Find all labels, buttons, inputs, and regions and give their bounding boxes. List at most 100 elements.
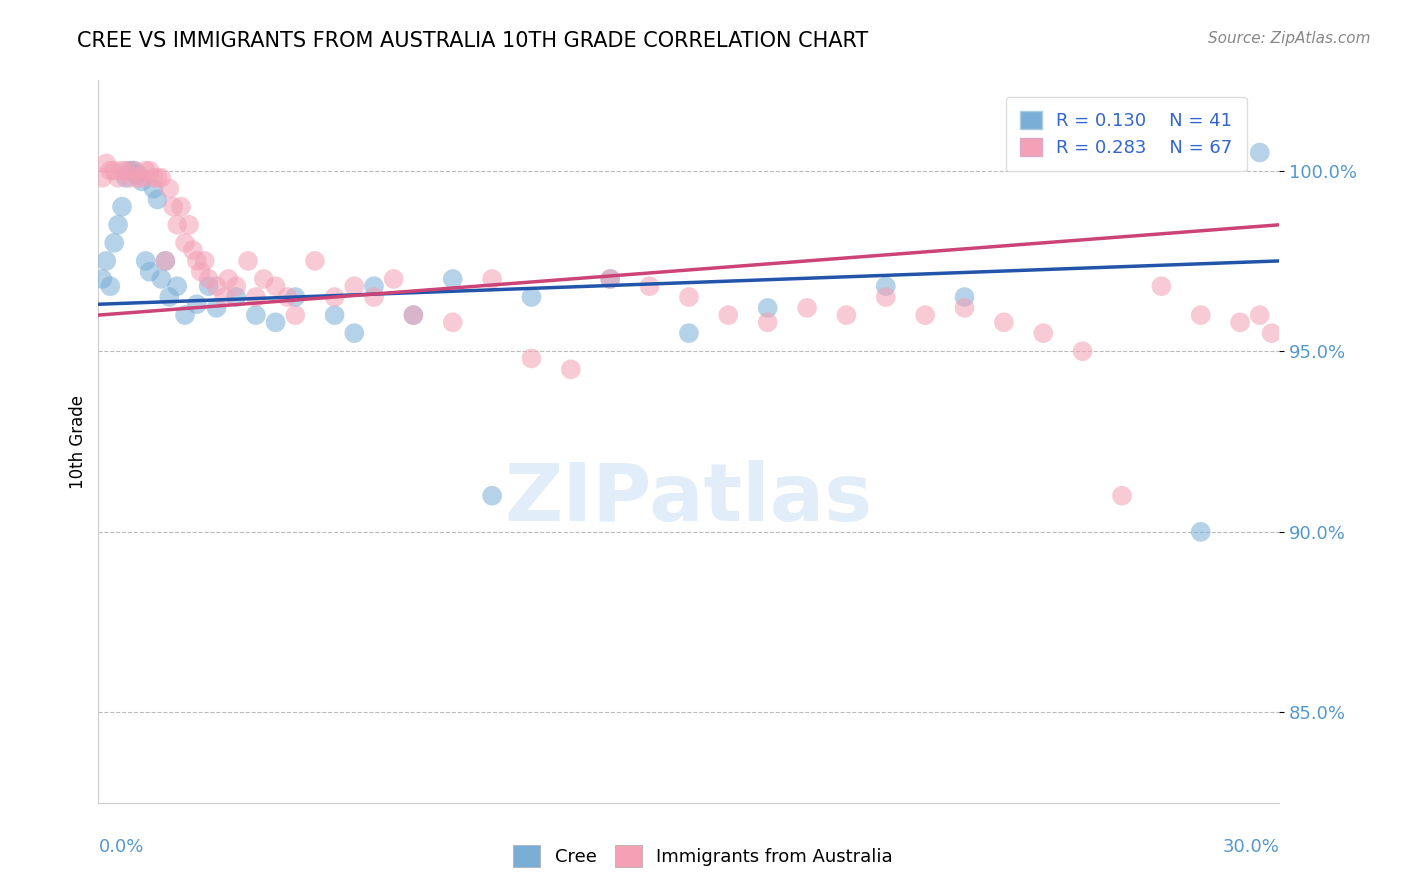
Point [225, 279, 247, 293]
Point [146, 170, 169, 185]
Point [194, 253, 217, 268]
Point [264, 279, 287, 293]
Point [1189, 524, 1212, 539]
Point [115, 163, 138, 178]
Point [323, 290, 346, 304]
Point [157, 290, 180, 304]
Point [441, 315, 464, 329]
Point [177, 218, 200, 232]
Point [157, 181, 180, 195]
Point [402, 308, 425, 322]
Point [150, 272, 173, 286]
Point [146, 193, 169, 207]
Point [1229, 315, 1251, 329]
Point [835, 308, 858, 322]
Point [155, 253, 177, 268]
Point [284, 290, 307, 304]
Point [91, 272, 114, 286]
Point [236, 253, 259, 268]
Point [323, 308, 346, 322]
Point [382, 272, 405, 286]
Point [678, 290, 700, 304]
Point [276, 290, 298, 304]
Point [304, 253, 326, 268]
Point [142, 181, 165, 195]
Point [98, 279, 121, 293]
Point [135, 163, 157, 178]
Point [343, 279, 366, 293]
Point [186, 297, 208, 311]
Point [142, 170, 165, 185]
Point [122, 163, 145, 178]
Point [599, 272, 621, 286]
Point [245, 290, 267, 304]
Point [96, 253, 118, 268]
Point [197, 272, 219, 286]
Point [205, 279, 228, 293]
Point [91, 170, 114, 185]
Point [166, 218, 188, 232]
Point [363, 279, 385, 293]
Point [756, 315, 779, 329]
Point [253, 272, 276, 286]
Point [107, 218, 129, 232]
Point [155, 253, 177, 268]
Point [122, 163, 145, 178]
Point [186, 253, 208, 268]
Point [190, 265, 212, 279]
Point [520, 351, 543, 366]
Point [402, 308, 425, 322]
Point [138, 265, 160, 279]
Point [174, 235, 197, 250]
Text: Source: ZipAtlas.com: Source: ZipAtlas.com [1208, 31, 1371, 46]
Point [138, 163, 160, 178]
Point [170, 200, 193, 214]
Point [1111, 489, 1133, 503]
Point [181, 243, 204, 257]
Point [441, 272, 464, 286]
Point [131, 174, 153, 188]
Point [678, 326, 700, 340]
Point [756, 301, 779, 315]
Point [174, 308, 197, 322]
Point [197, 279, 219, 293]
Point [1032, 326, 1054, 340]
Point [264, 315, 287, 329]
Text: 0.0%: 0.0% [98, 838, 143, 856]
Point [1249, 308, 1271, 322]
Point [111, 200, 134, 214]
Point [953, 290, 976, 304]
Point [217, 272, 239, 286]
Point [717, 308, 740, 322]
Point [245, 308, 267, 322]
Point [103, 235, 125, 250]
Point [127, 167, 149, 181]
Point [166, 279, 188, 293]
Point [343, 326, 366, 340]
Point [363, 290, 385, 304]
Point [560, 362, 582, 376]
Point [98, 163, 121, 178]
Point [1150, 279, 1173, 293]
Text: 30.0%: 30.0% [1223, 838, 1279, 856]
Point [115, 170, 138, 185]
Point [96, 156, 118, 170]
Point [131, 170, 153, 185]
Point [993, 315, 1015, 329]
Point [953, 301, 976, 315]
Point [796, 301, 818, 315]
Legend: Cree, Immigrants from Australia: Cree, Immigrants from Australia [506, 838, 900, 874]
Point [481, 489, 503, 503]
Point [1260, 326, 1282, 340]
Legend: R = 0.130    N = 41, R = 0.283    N = 67: R = 0.130 N = 41, R = 0.283 N = 67 [1005, 96, 1247, 171]
Point [481, 272, 503, 286]
Point [118, 163, 141, 178]
Point [111, 163, 134, 178]
Point [1071, 344, 1094, 359]
Point [638, 279, 661, 293]
Text: CREE VS IMMIGRANTS FROM AUSTRALIA 10TH GRADE CORRELATION CHART: CREE VS IMMIGRANTS FROM AUSTRALIA 10TH G… [77, 31, 869, 51]
Point [520, 290, 543, 304]
Point [284, 308, 307, 322]
Point [225, 290, 247, 304]
Point [914, 308, 936, 322]
